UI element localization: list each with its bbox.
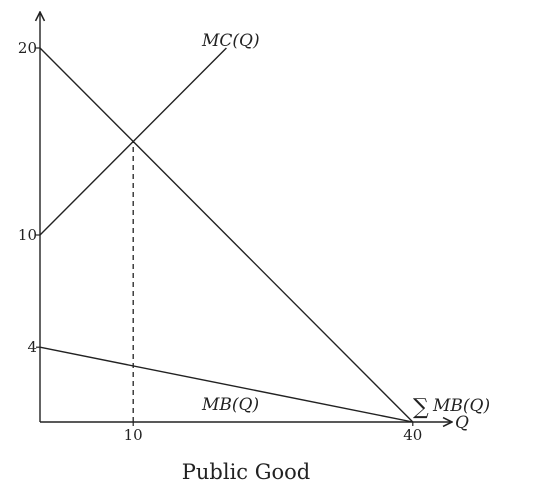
chart-caption: Public Good <box>182 460 310 484</box>
sum-mb-curve-label: MB(Q) <box>432 396 490 416</box>
y-tick-label-10: 10 <box>18 226 37 244</box>
y-tick-label-20: 20 <box>18 39 37 57</box>
mc-curve-label: MC(Q) <box>201 31 260 51</box>
x-axis-label: Q <box>455 413 469 433</box>
series-line-mbq <box>39 47 414 423</box>
sum-symbol: ∑ <box>413 395 429 420</box>
mb-curve-label: MB(Q) <box>201 395 259 415</box>
series-line-mbq <box>39 346 413 423</box>
x-tick-label-10: 10 <box>124 426 143 444</box>
x-tick-label-40: 40 <box>403 426 422 444</box>
y-tick-label-4: 4 <box>27 338 37 356</box>
